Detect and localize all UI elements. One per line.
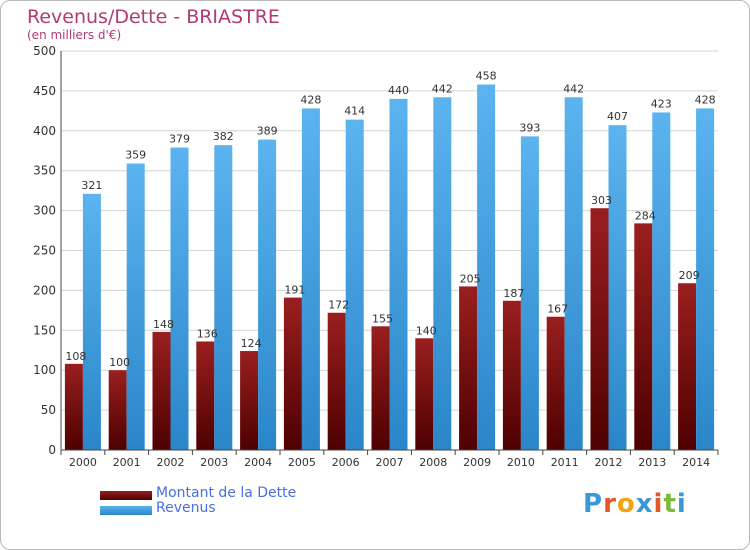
bar-dette	[502, 300, 521, 450]
data-label-dette: 303	[591, 194, 612, 207]
y-tick-label: 200	[33, 283, 56, 297]
data-label-revenus: 440	[388, 84, 409, 97]
bars: 108 321 100 359 148 379 136 382 124 389 191 428 172 4…	[64, 70, 716, 451]
data-label-revenus: 442	[432, 82, 453, 95]
data-label-revenus: 414	[344, 105, 365, 118]
x-tick-label: 2006	[332, 456, 360, 469]
data-label-revenus: 442	[563, 82, 584, 95]
data-label-dette: 155	[372, 312, 393, 325]
data-label-revenus: 359	[125, 149, 146, 162]
x-tick-label: 2003	[200, 456, 228, 469]
axes: 0 50 100 150 200 250 300 350 400 450 500 2000 2001 20…	[33, 44, 719, 469]
bar-dette	[634, 223, 653, 450]
bar-dette	[108, 370, 127, 450]
data-label-revenus: 428	[300, 93, 321, 106]
data-label-revenus: 393	[519, 121, 540, 134]
bar-revenus	[520, 136, 539, 451]
bar-dette	[678, 283, 697, 450]
bar-revenus	[652, 112, 671, 451]
data-label-revenus: 379	[169, 133, 190, 146]
bar-dette	[415, 338, 434, 450]
legend-swatch-revenus	[100, 506, 152, 515]
chart-subtitle: (en milliers d'€)	[27, 28, 122, 42]
bar-revenus	[477, 84, 496, 451]
data-label-revenus: 407	[607, 110, 628, 123]
bar-dette	[327, 312, 346, 450]
bar-revenus	[564, 97, 583, 450]
data-label-dette: 191	[284, 284, 305, 297]
bar-dette	[240, 351, 259, 450]
data-label-dette: 100	[109, 356, 130, 369]
data-label-dette: 284	[635, 209, 656, 222]
y-tick-label: 250	[33, 244, 56, 258]
x-tick-label: 2011	[551, 456, 579, 469]
bar-dette	[371, 326, 390, 450]
y-tick-label: 400	[33, 124, 56, 138]
legend-label-revenus: Revenus	[156, 500, 216, 516]
y-tick-label: 100	[33, 363, 56, 377]
bar-dette	[546, 316, 565, 450]
y-tick-label: 0	[48, 443, 56, 457]
y-tick-label: 150	[33, 323, 56, 337]
data-label-dette: 167	[547, 303, 568, 316]
x-tick-label: 2002	[157, 456, 185, 469]
bar-revenus	[126, 163, 145, 450]
x-tick-label: 2014	[682, 456, 710, 469]
bar-revenus	[345, 119, 364, 451]
data-label-revenus: 423	[651, 97, 672, 110]
bar-dette	[196, 341, 215, 450]
data-label-revenus: 389	[257, 125, 278, 138]
x-tick-label: 2009	[463, 456, 491, 469]
bar-revenus	[433, 97, 452, 450]
bar-dette	[152, 331, 171, 450]
data-label-dette: 172	[328, 299, 349, 312]
legend-label-dette: Montant de la Dette	[156, 485, 297, 501]
legend-swatch-dette	[100, 491, 152, 500]
bar-revenus	[608, 125, 627, 451]
x-tick-label: 2013	[638, 456, 666, 469]
data-label-dette: 209	[679, 269, 700, 282]
bar-revenus	[214, 145, 233, 450]
data-label-dette: 205	[460, 272, 481, 285]
data-label-revenus: 458	[476, 70, 497, 83]
x-tick-label: 2000	[69, 456, 97, 469]
proxiti-logo: Proxiti	[583, 489, 687, 519]
data-label-dette: 187	[503, 287, 524, 300]
x-tick-label: 2012	[595, 456, 623, 469]
bar-dette	[590, 208, 609, 450]
bar-dette	[283, 297, 302, 450]
y-tick-label: 500	[33, 44, 56, 58]
y-tick-label: 450	[33, 84, 56, 98]
data-label-dette: 124	[241, 337, 262, 350]
x-tick-label: 2004	[244, 456, 272, 469]
y-tick-label: 350	[33, 164, 56, 178]
y-tick-label: 300	[33, 204, 56, 218]
data-label-revenus: 321	[81, 179, 102, 192]
data-label-revenus: 428	[695, 93, 716, 106]
data-label-dette: 136	[197, 327, 218, 340]
bar-revenus	[258, 139, 277, 450]
bar-revenus	[170, 147, 189, 451]
chart-title: Revenus/Dette - BRIASTRE	[27, 6, 280, 28]
x-tick-label: 2008	[419, 456, 447, 469]
bar-revenus	[301, 108, 320, 451]
bar-revenus	[696, 108, 715, 451]
y-tick-label: 50	[41, 403, 56, 417]
x-tick-label: 2005	[288, 456, 316, 469]
x-tick-label: 2007	[376, 456, 404, 469]
bar-revenus	[82, 193, 101, 451]
x-tick-label: 2001	[113, 456, 141, 469]
bar-revenus	[389, 98, 408, 450]
data-label-revenus: 382	[213, 130, 234, 143]
data-label-dette: 148	[153, 318, 174, 331]
bar-dette	[64, 363, 83, 450]
bar-dette	[459, 286, 478, 450]
data-label-dette: 140	[416, 324, 437, 337]
data-label-dette: 108	[65, 350, 86, 363]
x-tick-label: 2010	[507, 456, 535, 469]
